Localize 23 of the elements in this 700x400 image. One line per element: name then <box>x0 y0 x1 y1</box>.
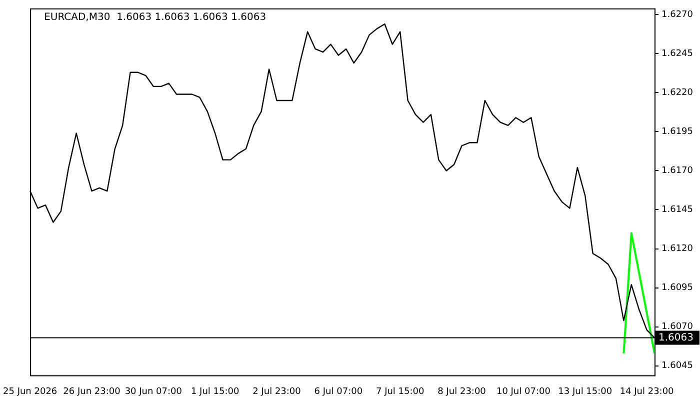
x-tick-label: 30 Jun 07:00 <box>124 386 182 397</box>
x-tick-label: 7 Jul 15:00 <box>376 386 424 397</box>
y-tick-label: 1.6195 <box>662 127 694 138</box>
y-tick-label: 1.6145 <box>662 205 694 216</box>
ref-line-label: 1.6063 <box>658 332 694 344</box>
x-tick-label: 2 Jul 23:00 <box>252 386 302 397</box>
chart-title: EURCAD,M30 1.6063 1.6063 1.6063 1.6063 <box>44 12 266 23</box>
y-tick-label: 1.6120 <box>662 244 694 254</box>
x-tick-label: 13 Jul 15:00 <box>558 386 612 397</box>
y-tick-label: 1.6070 <box>662 322 694 332</box>
y-tick-label: 1.6095 <box>662 283 694 294</box>
x-tick-label: 26 Jun 23:00 <box>63 386 121 397</box>
x-tick-label: 10 Jul 07:00 <box>496 386 551 397</box>
x-tick-label: 1 Jul 15:00 <box>190 386 240 397</box>
x-tick-label: 8 Jul 23:00 <box>438 386 486 397</box>
y-tick-label: 1.6220 <box>662 88 694 98</box>
y-tick-label: 1.6045 <box>662 361 694 372</box>
x-tick-label: 6 Jul 07:00 <box>314 386 363 397</box>
x-tick-label: 14 Jul 23:00 <box>620 386 674 397</box>
y-tick-label: 1.6170 <box>662 166 694 176</box>
y-tick-label: 1.6270 <box>662 10 694 20</box>
y-tick-label: 1.6245 <box>662 49 694 60</box>
x-tick-label: 25 Jun 2026 <box>3 386 58 397</box>
